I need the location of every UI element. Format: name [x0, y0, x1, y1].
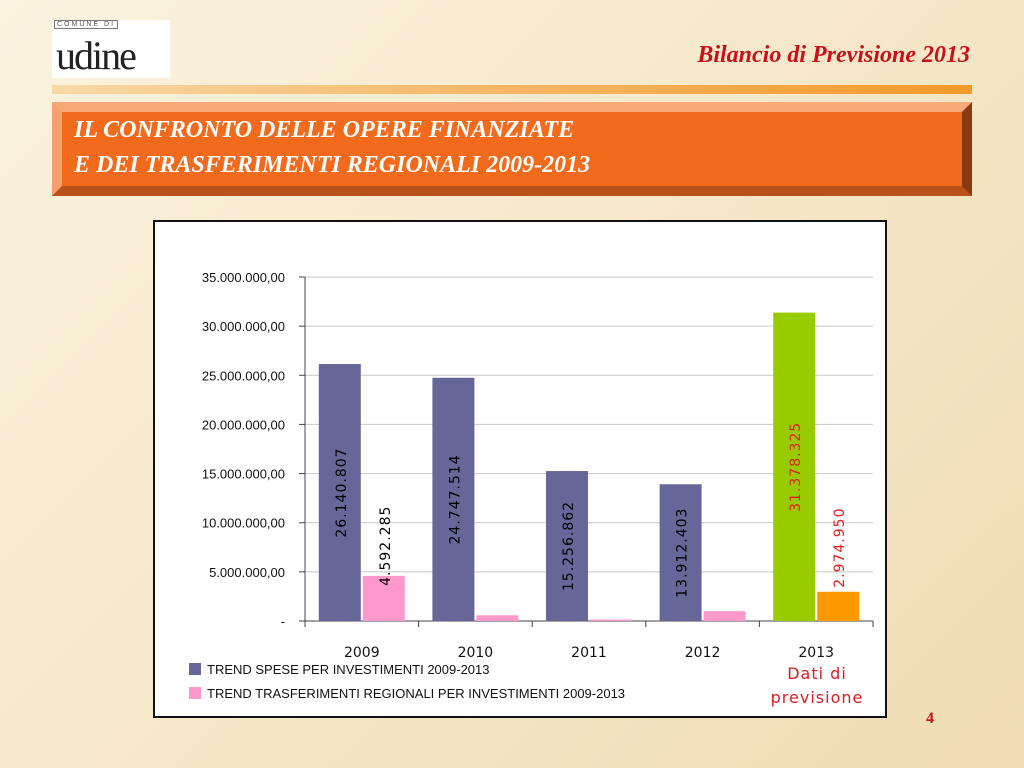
x-tick-label: 2013: [798, 645, 834, 661]
page-title: Bilancio di Previsione 2013: [697, 42, 970, 68]
transfer-bar: [817, 591, 860, 621]
investment-bar: [432, 377, 475, 621]
data-label: 26.140.807: [334, 447, 350, 537]
comune-logo: COMUNE DI udine: [52, 20, 170, 78]
transfer-bar: [590, 619, 632, 621]
data-label: 31.378.325: [788, 422, 804, 512]
legend-swatch: [189, 663, 201, 675]
y-tick-label: 10.000.000,00: [202, 516, 285, 531]
chart-panel: - 5.000.000,00 10.000.000,00 15.000.000,00 2…: [153, 220, 887, 718]
forecast-note-line-2: previsione: [770, 688, 864, 707]
data-label: 2.974.950: [832, 507, 848, 587]
data-label: 24.747.514: [447, 454, 463, 544]
forecast-note-line-1: Dati di: [787, 664, 847, 683]
y-tick-label: 35.000.000,00: [202, 270, 285, 285]
legend-swatch: [189, 687, 201, 699]
y-tick-label: 20.000.000,00: [202, 417, 285, 432]
y-tick-label: 15.000.000,00: [202, 467, 285, 482]
legend-label: TREND TRASFERIMENTI REGIONALI PER INVEST…: [207, 686, 625, 701]
transfer-bar: [703, 611, 746, 621]
y-tick-label: 30.000.000,00: [202, 319, 285, 334]
y-tick-label: -: [281, 614, 285, 629]
x-tick-label: 2009: [344, 645, 380, 661]
data-label: 4.592.285: [378, 506, 394, 586]
transfer-bar: [476, 615, 519, 621]
header-divider: [52, 85, 972, 94]
transfer-bar: [362, 575, 405, 621]
section-banner: IL CONFRONTO DELLE OPERE FINANZIATE E DE…: [52, 102, 972, 196]
y-tick-label: 25.000.000,00: [202, 368, 285, 383]
legend-label: TREND SPESE PER INVESTIMENTI 2009-2013: [207, 662, 489, 677]
banner-title-line-2: E DEI TRASFERIMENTI REGIONALI 2009-2013: [74, 152, 591, 178]
investment-bar: [659, 484, 702, 621]
bar-chart: - 5.000.000,00 10.000.000,00 15.000.000,00 2…: [189, 270, 874, 701]
y-tick-label: 5.000.000,00: [209, 565, 285, 580]
logo-caption: COMUNE DI: [54, 20, 119, 29]
x-tick-label: 2011: [571, 645, 607, 661]
forecast-note: Dati di previsione: [756, 662, 878, 710]
x-tick-label: 2010: [458, 645, 494, 661]
investment-bar: [773, 312, 816, 621]
logo-wordmark: udine: [56, 33, 137, 78]
data-label: 15.256.862: [561, 501, 577, 591]
investment-bar: [318, 364, 361, 621]
banner-title-line-1: IL CONFRONTO DELLE OPERE FINANZIATE: [74, 117, 575, 143]
page-number: 4: [926, 710, 934, 727]
x-tick-label: 2012: [685, 645, 721, 661]
investment-bar: [546, 471, 588, 621]
data-label: 13.912.403: [675, 508, 691, 598]
